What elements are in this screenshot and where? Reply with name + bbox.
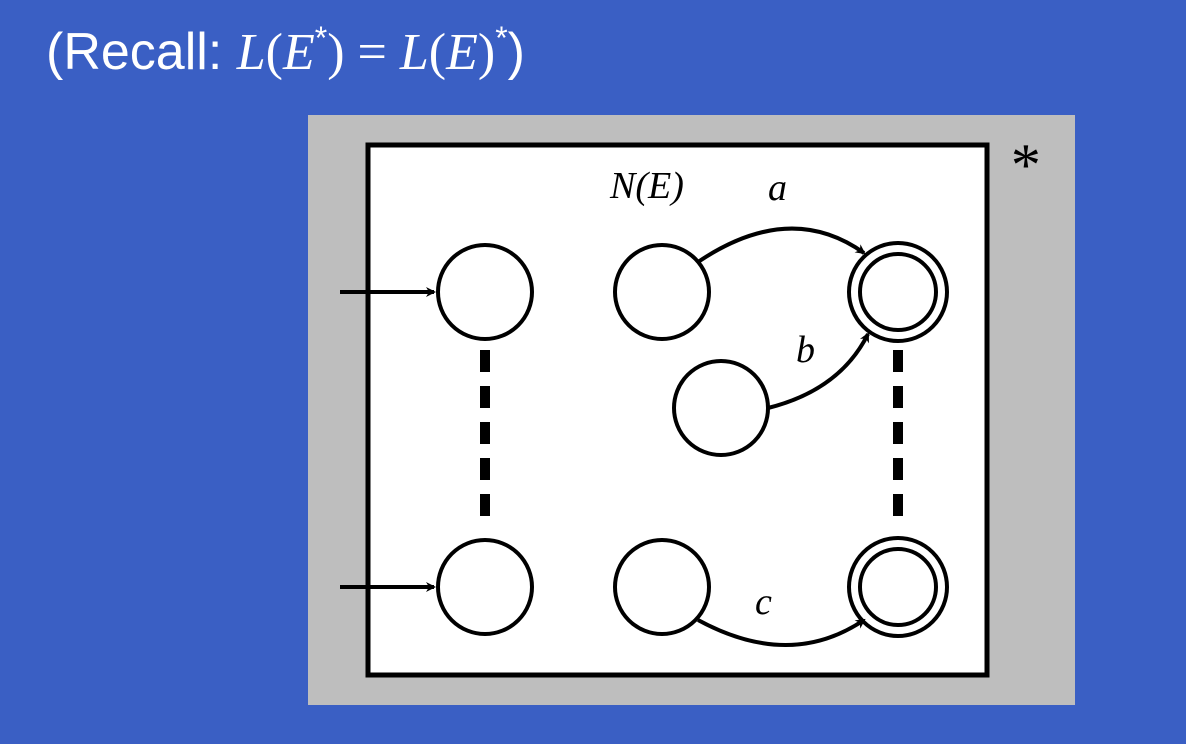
title-suffix: ) [507, 23, 525, 81]
accept-state-top [847, 241, 949, 343]
start-state-bottom [436, 538, 534, 636]
transition-a [696, 226, 866, 264]
title-E2: E [446, 24, 478, 81]
slide-title: (Recall: L(E*) = L(E)*) [46, 22, 525, 82]
title-close1: ) [327, 24, 345, 81]
edge-label-a: a [768, 167, 787, 209]
accept-state-top-inner [858, 252, 938, 332]
kleene-star-label: * [1008, 132, 1038, 198]
state-b-source [672, 359, 770, 457]
title-L1: L [236, 24, 266, 81]
state-a-source [613, 243, 711, 341]
title-open2: ( [428, 24, 447, 81]
title-E1: E [282, 24, 315, 81]
title-star1: * [314, 20, 328, 56]
edge-label-b: b [796, 329, 815, 371]
start-state-top [436, 243, 534, 341]
title-prefix: (Recall: [46, 23, 237, 81]
title-star2: * [495, 20, 508, 56]
accept-state-bottom [847, 536, 949, 638]
accept-state-bottom-inner [858, 547, 938, 627]
title-close2: ) [477, 24, 496, 81]
title-open1: ( [265, 24, 283, 81]
transition-b [767, 332, 870, 410]
title-eq: = [344, 24, 400, 81]
state-c-source [613, 538, 711, 636]
title-L2: L [399, 24, 429, 81]
edge-label-c: c [755, 581, 772, 623]
box-label: N(E) [609, 165, 684, 207]
transition-c [697, 618, 866, 647]
